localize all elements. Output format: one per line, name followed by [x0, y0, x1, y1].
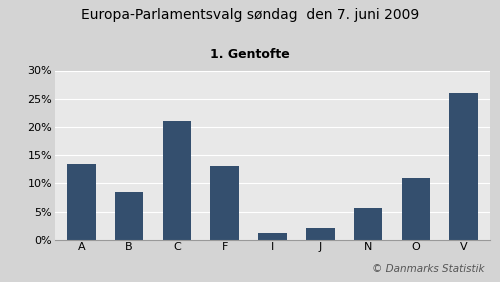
Bar — [402, 178, 430, 240]
Text: Europa-Parlamentsvalg søndag  den 7. juni 2009: Europa-Parlamentsvalg søndag den 7. juni… — [81, 8, 419, 23]
Bar — [115, 192, 143, 240]
Bar — [354, 208, 382, 240]
Text: 1. Gentofte: 1. Gentofte — [210, 48, 290, 61]
Bar — [450, 93, 478, 240]
Bar — [162, 121, 191, 240]
Bar — [306, 228, 334, 240]
Bar — [67, 164, 96, 240]
Bar — [210, 166, 239, 240]
Text: © Danmarks Statistik: © Danmarks Statistik — [372, 264, 485, 274]
Bar — [258, 233, 287, 240]
